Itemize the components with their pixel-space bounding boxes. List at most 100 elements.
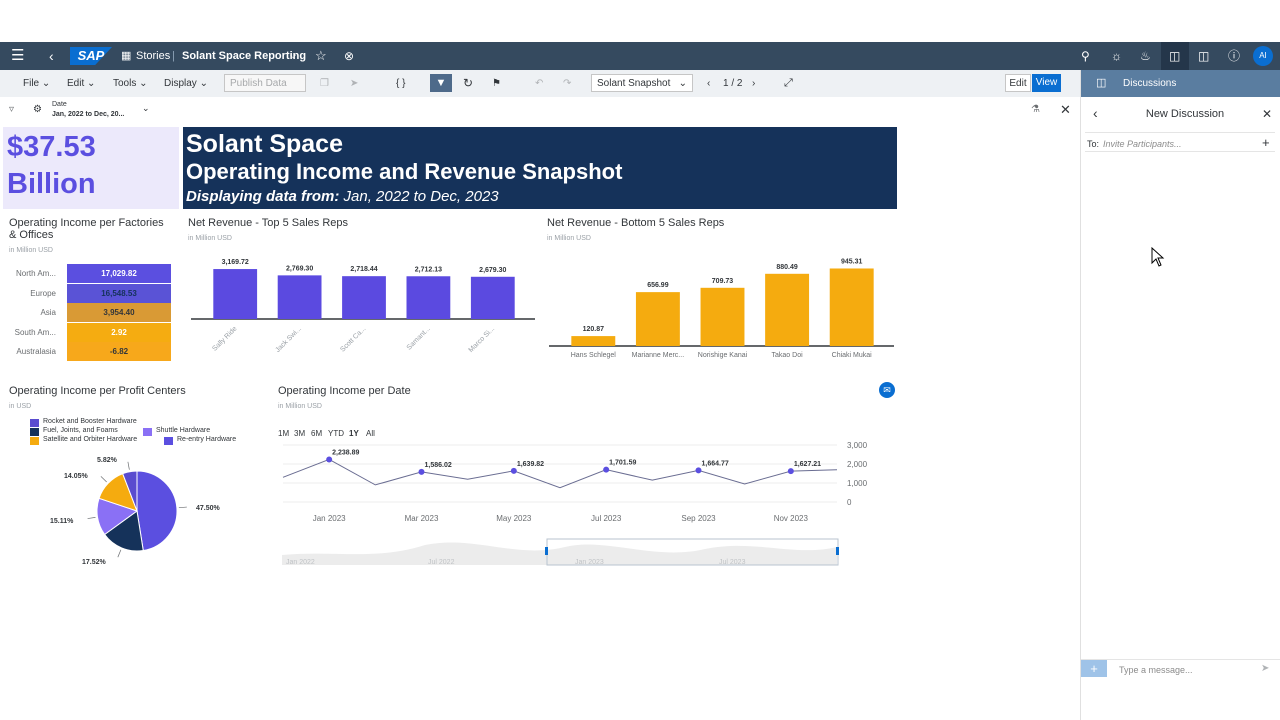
bar-category-label: Marianne Merc... <box>632 352 685 359</box>
close-circle-icon[interactable]: ⊗ <box>344 49 355 63</box>
linked-analysis-icon[interactable]: ⚗ <box>1031 104 1040 115</box>
add-participant-icon[interactable]: + <box>1262 135 1270 150</box>
favorite-star-icon[interactable]: ☆ <box>315 48 327 63</box>
pie-chart[interactable]: 47.50% 17.52% 15.11% 14.05% 5.82% <box>40 445 240 575</box>
line-chart[interactable]: 3,000 2,000 1,000 0 2,238.89 1,586.02 1,639.82… <box>275 435 875 575</box>
pie-legend-swatch <box>30 419 39 427</box>
discussions-icon[interactable]: ◫ <box>1169 49 1181 63</box>
collaboration-icon[interactable]: ◫ <box>1198 49 1210 63</box>
invite-participants-input[interactable]: Invite Participants... <box>1103 139 1182 149</box>
notifications-icon[interactable]: ♨ <box>1140 49 1151 63</box>
chevron-down-icon[interactable]: ⌄ <box>142 103 150 113</box>
close-icon[interactable]: ✕ <box>1060 102 1071 117</box>
edit-menu[interactable]: Edit ⌄ <box>67 78 96 89</box>
pie-legend-label: Re-entry Hardware <box>177 436 237 443</box>
tools-menu[interactable]: Tools ⌄ <box>113 78 148 89</box>
pie-slice-label: 15.11% <box>50 518 74 525</box>
next-page-icon[interactable]: › <box>752 78 756 89</box>
pie-leader-line <box>87 517 96 519</box>
file-menu[interactable]: File ⌄ <box>23 78 51 89</box>
search-icon[interactable]: ⚲ <box>1081 49 1090 63</box>
discussion-header: ◫ Discussions <box>1081 70 1280 97</box>
bar <box>213 269 258 319</box>
bar-category-label: Sally Ride <box>211 325 238 352</box>
pie-slice <box>103 510 144 552</box>
display-menu[interactable]: Display ⌄ <box>164 78 208 89</box>
help-icon[interactable]: ⓘ <box>1228 49 1241 63</box>
heatmap-cell[interactable]: 2.92 <box>67 322 171 342</box>
back-icon[interactable]: ‹ <box>49 48 54 64</box>
copy-icon[interactable]: ❐ <box>320 78 329 89</box>
stories-link[interactable]: Stories <box>136 50 171 62</box>
range-button-1y[interactable]: 1Y <box>349 429 359 438</box>
filter-toggle-icon[interactable]: ▼ <box>430 74 452 92</box>
back-icon[interactable]: ‹ <box>1093 105 1098 121</box>
heatmap-cell[interactable]: 16,548.53 <box>67 283 171 303</box>
top5-bar-chart[interactable]: 3,169.72 Sally Ride 2,769.30 Jack Swi... 2,7… <box>185 245 540 365</box>
heatmap-cell[interactable]: 3,954.40 <box>67 303 171 323</box>
heatmap-row-label: Europe <box>30 288 56 298</box>
line-point <box>787 468 794 475</box>
display-menu-label: Display <box>164 78 197 89</box>
line-point <box>603 466 610 473</box>
banner-date-prefix: Displaying data from: <box>186 188 340 205</box>
navigator-handle-right <box>836 547 839 555</box>
fullscreen-icon[interactable]: ⤢ <box>784 77 793 89</box>
close-icon[interactable]: ✕ <box>1262 107 1273 121</box>
avatar[interactable]: AI <box>1253 46 1273 66</box>
lightbulb-icon[interactable]: ☼ <box>1111 49 1122 63</box>
line-title: Operating Income per Date <box>278 385 411 397</box>
range-button-1m[interactable]: 1M <box>278 429 290 438</box>
formula-icon[interactable]: { } <box>396 78 406 89</box>
story-title[interactable]: Solant Space Reporting <box>182 50 307 62</box>
message-input[interactable]: Type a message... <box>1119 665 1193 675</box>
line-y-tick: 2,000 <box>847 460 868 469</box>
bar-category-label: Norishige Kanai <box>698 352 748 359</box>
version-select[interactable]: Solant Snapshot ⌄ <box>591 74 693 92</box>
edit-mode-button[interactable]: Edit <box>1005 74 1031 92</box>
bottom5-bar-chart[interactable]: 120.87 Hans Schlegel 656.99 Marianne Merc..… <box>545 250 900 365</box>
chevron-down-icon[interactable]: ⌵ <box>290 51 297 60</box>
line-point <box>418 468 425 475</box>
view-mode-button[interactable]: View <box>1032 74 1061 92</box>
version-select-value: Solant Snapshot <box>597 78 671 89</box>
line-y-tick: 0 <box>847 498 852 507</box>
bar-category-label: Samant... <box>406 325 432 351</box>
line-point-label: 1,586.02 <box>425 462 452 469</box>
bar <box>277 275 322 319</box>
to-label: To: <box>1087 139 1100 149</box>
bar <box>470 276 515 319</box>
heatmap-row-label: North Am... <box>15 269 56 278</box>
publish-data-button[interactable]: Publish Data <box>224 74 306 92</box>
filter-panel-icon[interactable]: ▿ <box>9 104 15 115</box>
bar <box>342 276 386 319</box>
calendar-icon: ⚙ <box>33 104 42 115</box>
file-menu-label: File <box>23 78 40 89</box>
bar-value-label: 120.87 <box>583 326 605 333</box>
line-x-tick: Nov 2023 <box>774 514 809 523</box>
pie-legend-label: Shuttle Hardware <box>156 427 211 434</box>
pie-slice <box>136 470 178 552</box>
navigator-area <box>282 542 837 565</box>
menu-icon[interactable]: ☰ <box>11 47 25 64</box>
date-filter-value[interactable]: Jan, 2022 to Dec, 20... <box>52 111 125 118</box>
page-indicator: 1 / 2 <box>723 78 743 89</box>
range-button-all[interactable]: All <box>366 429 375 438</box>
undo-icon[interactable]: ↶ <box>535 78 544 89</box>
range-button-6m[interactable]: 6M <box>311 429 323 438</box>
send-icon[interactable]: ➤ <box>1261 663 1270 674</box>
bookmark-icon[interactable]: ⚑ <box>492 78 501 89</box>
bottom5-unit: in Million USD <box>547 235 591 242</box>
prev-page-icon[interactable]: ‹ <box>707 78 711 89</box>
comment-icon[interactable]: ✉ <box>879 382 895 398</box>
refresh-icon[interactable]: ↻ <box>463 76 474 90</box>
redo-icon[interactable]: ↷ <box>563 78 572 89</box>
range-button-3m[interactable]: 3M <box>294 429 306 438</box>
heatmap-cell[interactable]: 17,029.82 <box>67 264 171 283</box>
heatmap-cell[interactable]: -6.82 <box>67 342 171 362</box>
attach-icon[interactable]: + <box>1081 660 1107 677</box>
share-icon[interactable]: ➤ <box>350 78 359 89</box>
pie-unit: in USD <box>9 403 32 410</box>
range-button-ytd[interactable]: YTD <box>328 429 344 438</box>
tools-menu-label: Tools <box>113 78 137 89</box>
